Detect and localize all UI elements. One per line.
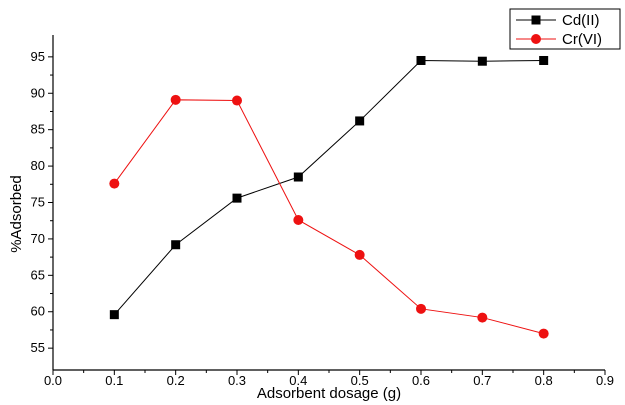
y-tick-label: 85 bbox=[31, 122, 45, 137]
y-tick-label: 60 bbox=[31, 304, 45, 319]
x-tick-label: 0.8 bbox=[535, 373, 553, 388]
legend-label-1: Cr(VI) bbox=[562, 31, 602, 48]
legend-marker-square bbox=[531, 15, 541, 25]
series-lines bbox=[113, 59, 544, 335]
data-point-square bbox=[539, 55, 549, 65]
y-tick-label: 75 bbox=[31, 195, 45, 210]
legend: Cd(II) Cr(VI) bbox=[509, 8, 621, 50]
x-tick-label: 0.1 bbox=[105, 373, 123, 388]
data-point-square bbox=[232, 193, 242, 203]
data-point-circle bbox=[416, 303, 426, 314]
data-point-square bbox=[171, 240, 181, 250]
x-tick-label: 0.3 bbox=[228, 373, 246, 388]
series-markers bbox=[109, 55, 549, 339]
x-tick-label: 0.9 bbox=[596, 373, 614, 388]
legend-box bbox=[509, 8, 621, 50]
x-axis-title: Adsorbent dosage (g) bbox=[257, 385, 401, 402]
y-axis-title: %Adsorbed bbox=[8, 175, 25, 253]
data-point-circle bbox=[293, 214, 304, 225]
y-tick-label: 90 bbox=[31, 85, 45, 100]
y-tick-label: 70 bbox=[31, 231, 45, 246]
data-point-square bbox=[293, 172, 303, 182]
x-tick-label: 0.0 bbox=[44, 373, 62, 388]
series-line-1 bbox=[113, 99, 544, 335]
data-point-circle bbox=[170, 94, 181, 105]
legend-label-0: Cd(II) bbox=[562, 12, 600, 29]
data-point-circle bbox=[109, 178, 120, 189]
y-tick-label: 80 bbox=[31, 158, 45, 173]
series-line-0 bbox=[113, 59, 544, 315]
data-point-square bbox=[109, 310, 119, 320]
x-tick-label: 0.5 bbox=[351, 373, 369, 388]
data-point-square bbox=[355, 116, 365, 126]
data-point-square bbox=[477, 56, 487, 66]
legend-marker-circle bbox=[531, 34, 541, 44]
y-tick-label: 95 bbox=[31, 49, 45, 64]
y-tick-label: 55 bbox=[31, 340, 45, 355]
x-tick-label: 0.6 bbox=[412, 373, 430, 388]
x-tick-label: 0.2 bbox=[167, 373, 185, 388]
y-tick-label: 65 bbox=[31, 267, 45, 282]
data-point-square bbox=[416, 55, 426, 65]
ticks: 0.0 0.1 0.2 0.3 0.4 0.5 0.6 0.7 0.8 0.9 55 60 65 70 75… bbox=[31, 49, 615, 388]
data-point-circle bbox=[538, 328, 549, 339]
x-tick-label: 0.4 bbox=[289, 373, 307, 388]
data-point-circle bbox=[232, 95, 242, 106]
data-point-circle bbox=[354, 249, 365, 260]
x-tick-label: 0.7 bbox=[473, 373, 491, 388]
data-point-circle bbox=[477, 312, 488, 323]
axes bbox=[52, 35, 605, 371]
